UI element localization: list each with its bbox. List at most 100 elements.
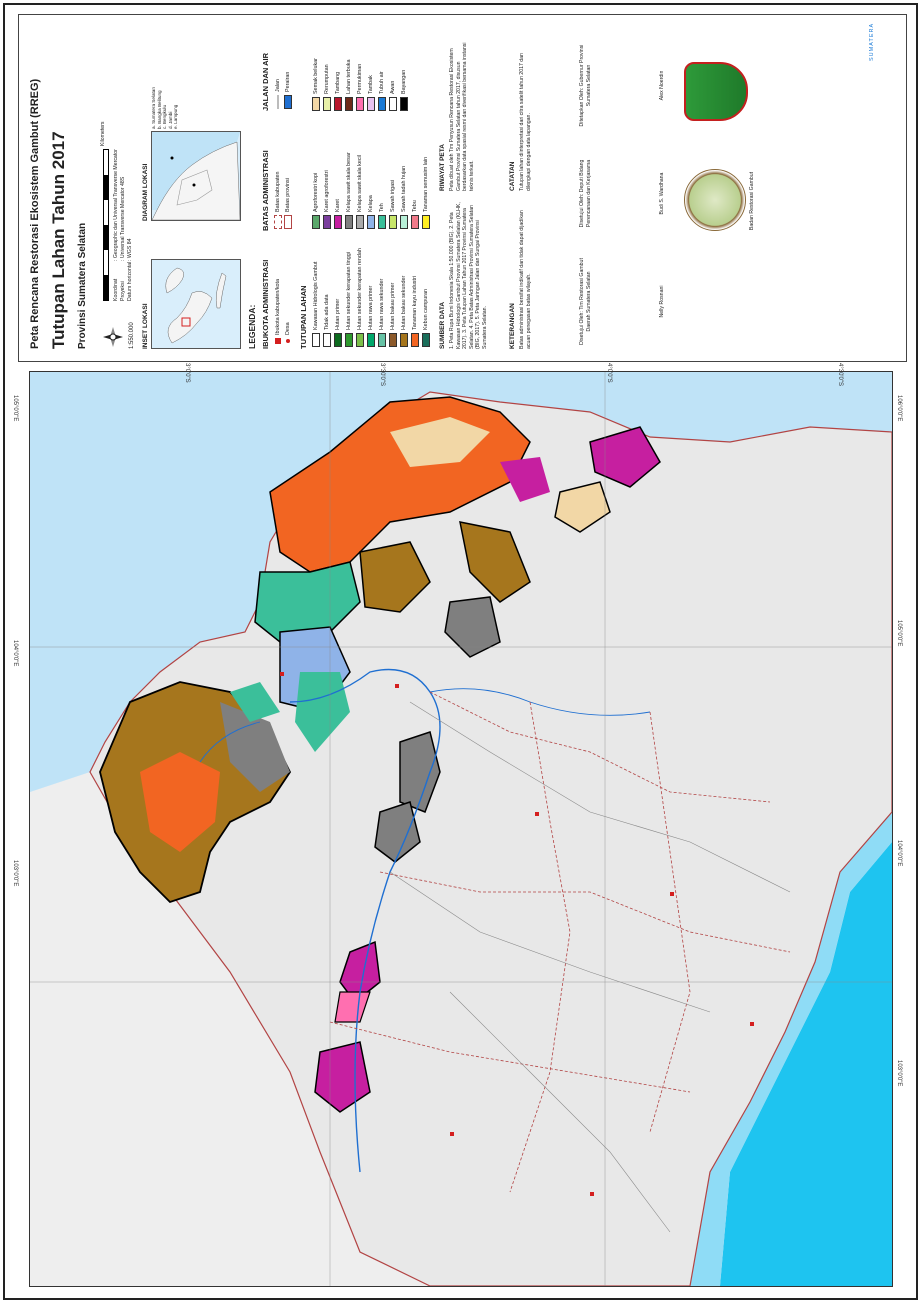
datum-label: Datum horizontal	[127, 261, 133, 301]
legend-item: Lahan terbuka	[344, 60, 353, 111]
legend-item: Karet	[333, 199, 342, 229]
signature-2-name: Budi S. Wardhana	[659, 172, 665, 215]
musi-river	[289, 668, 441, 1173]
legend-label: Kebun campuran	[422, 288, 429, 330]
legend-item: Rerumputan	[322, 64, 331, 111]
landcover-mangrove-2	[459, 521, 531, 603]
town-marker	[750, 1022, 754, 1026]
tick-top: 3°0'0"S	[184, 363, 190, 383]
town-marker	[395, 684, 399, 688]
brg-logo-icon	[684, 169, 746, 231]
legend-label: Permukiman	[356, 63, 363, 94]
legend-swatch	[421, 215, 430, 229]
legend-swatch	[333, 215, 342, 229]
legend-swatch	[355, 97, 364, 111]
riwayat-title: RIWAYAT PETA	[439, 144, 446, 191]
river-branch-2	[199, 721, 261, 763]
tick-right: 103°0'0"E	[896, 1060, 902, 1087]
coord-value: : Geographic dan Universal Transverse Me…	[113, 149, 119, 261]
legend-item: Jalan	[274, 79, 281, 109]
legend-swatch	[410, 333, 419, 347]
sumber-text: 1. Peta Rupa Bumi Indonesia Skala 1:50.0…	[449, 202, 488, 349]
sea-north	[30, 372, 892, 792]
legend-swatch	[333, 333, 342, 347]
legend-label: Tebu	[411, 200, 418, 212]
legend-label: Tanaman kayu industri	[411, 276, 418, 330]
map-title: Peta Rencana Restorasi Ekosistem Gambut …	[29, 78, 41, 349]
sea-east	[720, 842, 892, 1286]
legend-item: Kelapa	[366, 195, 375, 229]
legend-label: Hutan rawa primer	[367, 285, 374, 330]
legend-label: Tidak ada data	[323, 294, 330, 330]
district-boundary	[429, 691, 771, 803]
main-map[interactable]	[29, 371, 893, 1287]
legend-item: Perairan	[283, 72, 292, 109]
district-boundary	[649, 711, 691, 1133]
road	[409, 701, 791, 893]
legend-swatch	[311, 97, 320, 111]
legend-heading: LEGENDA:	[247, 304, 257, 349]
sumber-title: SUMBER DATA	[439, 301, 446, 349]
scale-units: Kilometers	[100, 121, 106, 146]
map-sheet-frame	[3, 3, 918, 1300]
legend-item: Semak belukar	[311, 58, 320, 111]
legend-item: Karet agroforestri	[322, 170, 331, 229]
legend-label: Kelapa sawit skala besar	[345, 152, 352, 212]
legend-item: Tubuh air	[377, 71, 386, 111]
tick-right: 104°0'0"E	[896, 840, 902, 867]
landcover-oki-ti	[140, 752, 220, 852]
district-boundary	[329, 1021, 691, 1093]
landcover-oki-swamp	[230, 682, 280, 722]
legend-item: Hutan rawa sekunder	[377, 279, 386, 347]
town-marker	[535, 812, 539, 816]
legend-label: Kawasan Hidrologis Gambut	[312, 261, 319, 330]
legend-item: Sawah tadah hujan	[399, 166, 408, 229]
legend-item: Kelapa sawit skala kecil	[355, 155, 364, 229]
landcover-central-2	[374, 801, 421, 863]
tick-left: 105°0'0"E	[12, 395, 18, 422]
legend-label: Bayangan	[400, 69, 407, 94]
tick-right: 106°0'0"E	[896, 395, 902, 422]
legend-item: Sawah irigasi	[388, 180, 397, 229]
legend-swatch	[355, 333, 364, 347]
tick-top: 4°0'0"S	[606, 363, 612, 383]
tutupan-title: TUTUPAN LAHAN	[299, 285, 308, 349]
legend-swatch	[410, 215, 419, 229]
legend-item: Hutan sekunder kerapatan rendah	[355, 248, 364, 347]
legend-label: Tubuh air	[378, 71, 385, 94]
tick-left: 103°0'0"E	[12, 860, 18, 887]
landcover-oki-palm	[220, 702, 290, 792]
catatan-text: Tutupan lahan diinterpretasi dari citra …	[519, 53, 532, 191]
landcover-mangrove	[359, 541, 431, 613]
inset-diagram-map	[151, 131, 241, 221]
legend-swatch	[366, 215, 375, 229]
legend-swatch	[399, 333, 408, 347]
legend-label: Lahan terbuka	[345, 59, 352, 94]
legend-item: Tebu	[410, 200, 419, 229]
legend-swatch	[344, 215, 353, 229]
legend-item: Batas kabupaten	[273, 172, 282, 229]
legend-label: Tambang	[334, 71, 341, 94]
legend-swatch	[366, 97, 375, 111]
legend-label: Karet agroforestri	[323, 170, 330, 212]
landcover-shrub-north	[390, 417, 490, 467]
legend-swatch	[366, 333, 375, 347]
map-province: Provinsi Sumatera Selatan	[77, 222, 88, 349]
signature-3-role: Ditetapkan Oleh: Gubernur Provinsi Sumat…	[579, 44, 592, 127]
legend-label: Kelapa sawit skala kecil	[356, 155, 363, 212]
tick-right: 105°0'0"E	[896, 620, 902, 647]
landcover-shrub-east	[554, 481, 611, 533]
legend-item: Kebun campuran	[421, 289, 430, 347]
tick-top: 3°30'0"S	[379, 363, 385, 387]
legend-label: Sawah irigasi	[389, 179, 396, 212]
legend-swatch	[399, 97, 408, 111]
legend-label: Hutan sekunder kerapatan rendah	[356, 248, 363, 330]
legend-swatch	[322, 215, 331, 229]
legend-item: Tidak ada data	[322, 295, 331, 347]
legend-label: Karet	[334, 199, 341, 212]
map-subtitle: Tutupan Lahan Tahun 2017	[49, 131, 68, 349]
sea-east-shallow	[690, 812, 892, 1286]
legend-swatch	[377, 215, 386, 229]
legend-item: Hutan bakau primer	[388, 283, 397, 347]
legend-item: Tanaman kayu industri	[410, 276, 419, 347]
